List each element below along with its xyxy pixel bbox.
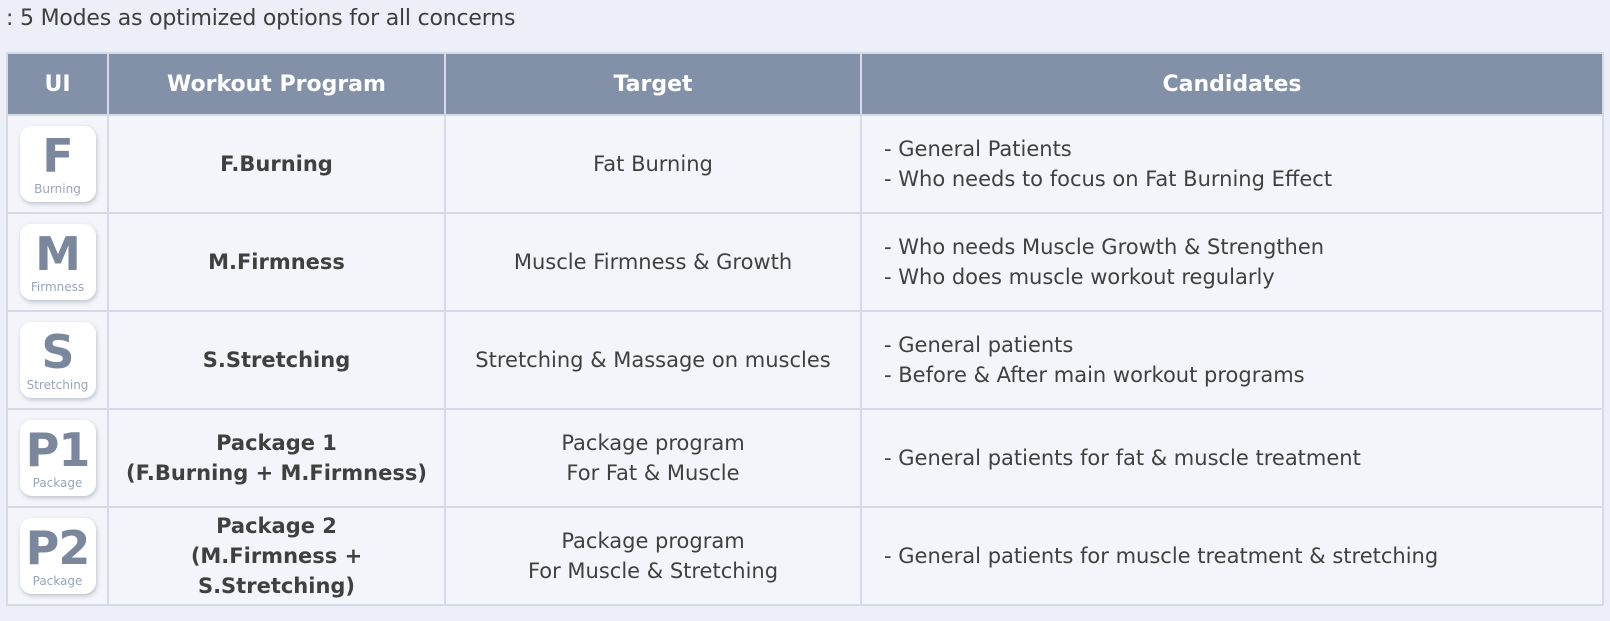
candidates-cell: - General Patients - Who needs to focus … xyxy=(860,114,1604,214)
target-text: For Fat & Muscle xyxy=(566,461,740,485)
package-2-mode-icon: P2 Package xyxy=(19,518,96,594)
program-name: M.Firmness xyxy=(208,250,345,274)
table-row: M Firmness M.Firmness Muscle Firmness & … xyxy=(6,212,1604,312)
ui-cell: M Firmness xyxy=(6,212,109,312)
program-cell: F.Burning xyxy=(107,114,446,214)
program-cell: S.Stretching xyxy=(107,310,446,410)
program-name: S.Stretching xyxy=(202,348,351,372)
candidate-item: - Who does muscle workout regularly xyxy=(884,265,1275,289)
candidate-item: - General patients xyxy=(884,333,1074,357)
target-text: Package program xyxy=(561,431,745,455)
ui-cell: F Burning xyxy=(6,114,109,214)
candidates-cell: - General patients for muscle treatment … xyxy=(860,506,1604,606)
target-text: For Muscle & Stretching xyxy=(527,559,779,583)
column-header-target: Target xyxy=(444,52,862,116)
ui-cell: S Stretching xyxy=(6,310,109,410)
mode-icon-letter: P2 xyxy=(25,521,91,575)
program-detail: (M.Firmness + S.Stretching) xyxy=(190,544,363,598)
program-cell: Package 2 (M.Firmness + S.Stretching) xyxy=(107,506,446,606)
program-name: Package 2 xyxy=(216,514,337,538)
program-cell: Package 1 (F.Burning + M.Firmness) xyxy=(107,408,446,508)
target-cell: Fat Burning xyxy=(444,114,862,214)
modes-table: UI Workout Program Target Candidates F B… xyxy=(6,52,1604,606)
table-header-row: UI Workout Program Target Candidates xyxy=(6,52,1604,116)
mode-icon-caption: Firmness xyxy=(30,280,85,294)
table-row: P1 Package Package 1 (F.Burning + M.Firm… xyxy=(6,408,1604,508)
candidates-cell: - General patients - Before & After main… xyxy=(860,310,1604,410)
target-text: Fat Burning xyxy=(593,152,713,176)
mode-icon-caption: Burning xyxy=(34,182,81,196)
candidate-item: - Who needs to focus on Fat Burning Effe… xyxy=(884,167,1333,191)
mode-icon-caption: Package xyxy=(32,476,83,490)
target-cell: Package program For Fat & Muscle xyxy=(444,408,862,508)
target-cell: Package program For Muscle & Stretching xyxy=(444,506,862,606)
column-header-candidates: Candidates xyxy=(860,52,1604,116)
candidate-item: - General Patients xyxy=(884,137,1072,161)
mode-icon-letter: F xyxy=(42,129,73,183)
mode-icon-caption: Package xyxy=(32,574,83,588)
target-text: Muscle Firmness & Growth xyxy=(513,250,793,274)
candidate-item: - Who needs Muscle Growth & Strengthen xyxy=(884,235,1325,259)
target-cell: Muscle Firmness & Growth xyxy=(444,212,862,312)
column-header-workout-program: Workout Program xyxy=(107,52,446,116)
table-row: F Burning F.Burning Fat Burning - Genera… xyxy=(6,114,1604,214)
ui-cell: P2 Package xyxy=(6,506,109,606)
fat-burning-mode-icon: F Burning xyxy=(19,126,96,202)
candidate-item: - Before & After main workout programs xyxy=(884,363,1305,387)
column-header-ui: UI xyxy=(6,52,109,116)
candidate-item: - General patients for muscle treatment … xyxy=(884,544,1439,568)
program-name: F.Burning xyxy=(220,152,333,176)
candidates-cell: - Who needs Muscle Growth & Strengthen -… xyxy=(860,212,1604,312)
ui-cell: P1 Package xyxy=(6,408,109,508)
mode-icon-caption: Stretching xyxy=(26,378,89,392)
mode-icon-letter: S xyxy=(41,325,74,379)
target-cell: Stretching & Massage on muscles xyxy=(444,310,862,410)
package-1-mode-icon: P1 Package xyxy=(19,420,96,496)
target-text: Package program xyxy=(561,529,745,553)
stretching-mode-icon: S Stretching xyxy=(19,322,96,398)
program-cell: M.Firmness xyxy=(107,212,446,312)
page-subtitle: : 5 Modes as optimized options for all c… xyxy=(6,6,516,31)
table-row: P2 Package Package 2 (M.Firmness + S.Str… xyxy=(6,506,1604,606)
mode-icon-letter: P1 xyxy=(25,423,91,477)
table-row: S Stretching S.Stretching Stretching & M… xyxy=(6,310,1604,410)
target-text: Stretching & Massage on muscles xyxy=(475,348,831,372)
muscle-firmness-mode-icon: M Firmness xyxy=(19,224,96,300)
program-detail: (F.Burning + M.Firmness) xyxy=(126,461,427,485)
candidates-cell: - General patients for fat & muscle trea… xyxy=(860,408,1604,508)
candidate-item: - General patients for fat & muscle trea… xyxy=(884,446,1361,470)
program-name: Package 1 xyxy=(216,431,337,455)
mode-icon-letter: M xyxy=(35,227,81,281)
